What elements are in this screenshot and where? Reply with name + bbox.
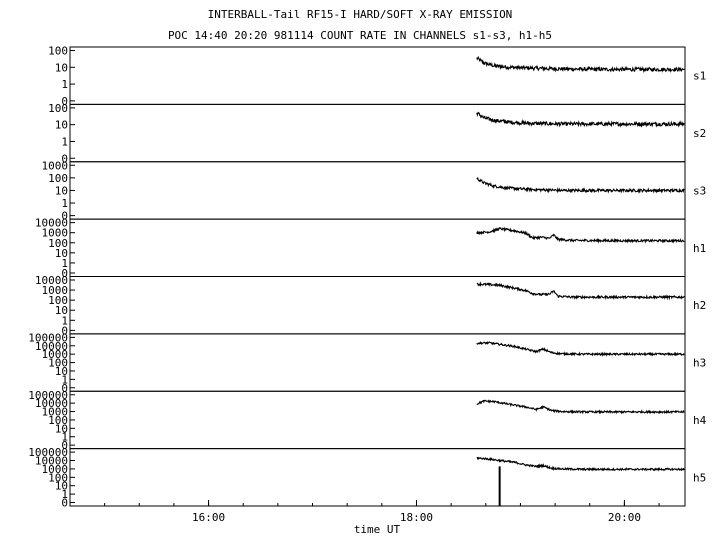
y-tick-label-h5-5: 1: [61, 488, 68, 501]
y-tick-label-s1-2: 1: [61, 78, 68, 91]
y-tick-label-s1-0: 100: [48, 45, 68, 58]
x-tick-label-2: 20:00: [608, 511, 641, 524]
y-tick-label-h1-1: 1000: [42, 227, 69, 240]
y-tick-label-h4-3: 100: [48, 414, 68, 427]
y-tick-label-h4-6: 0: [61, 439, 68, 452]
y-tick-label-h3-0: 100000: [28, 331, 68, 344]
y-tick-label-h4-0: 100000: [28, 389, 68, 402]
y-tick-label-s2-2: 1: [61, 135, 68, 148]
y-tick-label-h2-1: 1000: [42, 284, 69, 297]
y-tick-label-s3-2: 10: [55, 184, 68, 197]
y-tick-label-s2-1: 10: [55, 119, 68, 132]
y-tick-label-h1-4: 1: [61, 257, 68, 270]
x-tick-label-1: 18:00: [400, 511, 433, 524]
panel-frame-h3: [69, 333, 686, 392]
chart-subtitle: POC 14:40 20:20 981114 COUNT RATE IN CHA…: [167, 29, 553, 42]
x-tick-label-0: 16:00: [192, 511, 225, 524]
panel-frame-h5: [69, 448, 686, 507]
y-tick-label-s3-4: 0: [61, 210, 68, 223]
chart-title: INTERBALL-Tail RF15-I HARD/SOFT X-RAY EM…: [207, 8, 513, 21]
y-tick-label-h2-5: 0: [61, 324, 68, 337]
x-axis-label: time UT: [354, 523, 401, 536]
panel-frame-h4: [69, 390, 686, 450]
panel-frame-s2: [69, 103, 686, 163]
channel-label-h5: h5: [693, 471, 706, 484]
y-tick-label-h1-5: 0: [61, 267, 68, 280]
y-tick-label-h5-2: 1000: [42, 463, 69, 476]
series-trace-h5: [476, 456, 685, 472]
channel-label-s3: s3: [693, 184, 706, 197]
y-tick-label-h2-0: 10000: [35, 274, 68, 287]
y-tick-label-s2-0: 100: [48, 102, 68, 115]
y-tick-label-h3-6: 0: [61, 382, 68, 395]
y-tick-label-h1-0: 10000: [35, 217, 68, 230]
panel-frame-s1: [69, 46, 686, 105]
y-tick-label-s3-0: 1000: [42, 159, 69, 172]
y-tick-label-h2-3: 10: [55, 304, 68, 317]
channel-label-h3: h3: [693, 357, 706, 370]
y-tick-label-h5-4: 10: [55, 480, 68, 493]
series-trace-h1: [476, 226, 685, 244]
series-trace-h2: [476, 281, 685, 301]
channel-label-h1: h1: [693, 242, 706, 255]
channel-label-h4: h4: [693, 414, 707, 427]
y-tick-label-h4-4: 10: [55, 422, 68, 435]
y-tick-label-h4-5: 1: [61, 431, 68, 444]
series-trace-h4: [476, 399, 685, 415]
panel-frame-h1: [69, 218, 686, 277]
y-tick-label-h4-1: 10000: [35, 397, 68, 410]
y-tick-label-h3-2: 1000: [42, 348, 69, 361]
series-trace-s2: [476, 111, 685, 128]
y-tick-label-h3-1: 10000: [35, 340, 68, 353]
y-tick-label-h3-5: 1: [61, 373, 68, 386]
series-trace-h3: [476, 340, 685, 357]
y-tick-label-h2-4: 1: [61, 314, 68, 327]
y-tick-label-h1-2: 100: [48, 237, 68, 250]
series-trace-s3: [476, 177, 685, 194]
y-tick-label-h2-2: 100: [48, 294, 68, 307]
panel-frame-h2: [69, 276, 686, 335]
y-tick-label-s3-1: 100: [48, 172, 68, 185]
y-tick-label-h5-3: 100: [48, 471, 68, 484]
y-tick-label-h5-1: 10000: [35, 455, 68, 468]
series-trace-s1: [476, 55, 685, 74]
y-tick-label-h5-0: 100000: [28, 446, 68, 459]
y-tick-label-h1-3: 10: [55, 247, 68, 260]
y-tick-label-s1-1: 10: [55, 61, 68, 74]
y-tick-label-s2-3: 0: [61, 152, 68, 165]
y-tick-label-h5-6: 0: [61, 497, 68, 510]
channel-label-h2: h2: [693, 299, 706, 312]
y-tick-label-h4-2: 1000: [42, 406, 69, 419]
channel-label-s2: s2: [693, 127, 706, 140]
y-tick-label-h3-4: 10: [55, 365, 68, 378]
channel-label-s1: s1: [693, 70, 706, 83]
y-tick-label-s1-3: 0: [61, 95, 68, 108]
y-tick-label-s3-3: 1: [61, 197, 68, 210]
y-tick-label-h3-3: 100: [48, 357, 68, 370]
